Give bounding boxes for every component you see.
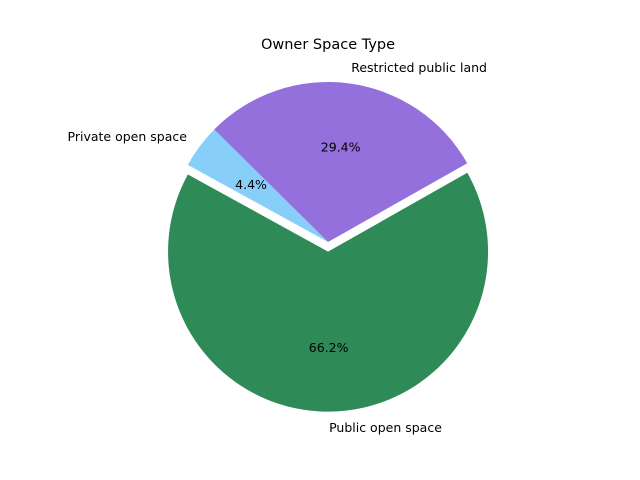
pie-slices: [168, 82, 489, 412]
pie-slice-percent: 4.4%: [235, 177, 267, 192]
pie-slice-private-open-space: [187, 129, 328, 242]
pie-labels: 29.4% Restricted public land 4.4% Private o…: [68, 60, 487, 435]
pie-slice-restricted-public-land: [214, 82, 468, 242]
pie-slice-label: Private open space: [68, 129, 188, 144]
pie-slice-label: Public open space: [329, 420, 442, 435]
chart-title: Owner Space Type: [261, 37, 395, 53]
pie-slice-percent: 29.4%: [321, 139, 361, 154]
pie-slice-public-open-space: [168, 172, 489, 412]
pie-slice-percent: 66.2%: [309, 340, 349, 355]
pie-slice-label: Restricted public land: [351, 60, 487, 75]
